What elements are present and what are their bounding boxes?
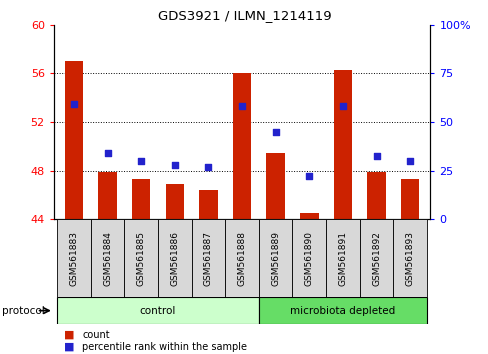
Point: [137, 158, 145, 164]
Bar: [191, 219, 225, 297]
Text: percentile rank within the sample: percentile rank within the sample: [82, 342, 246, 352]
Bar: [266, 153, 285, 219]
Bar: [300, 213, 318, 219]
Text: GSM561892: GSM561892: [371, 231, 380, 286]
Text: GSM561885: GSM561885: [137, 231, 145, 286]
Bar: [98, 172, 117, 219]
Text: GSM561888: GSM561888: [237, 231, 246, 286]
Bar: [165, 184, 183, 219]
Text: GSM561889: GSM561889: [271, 231, 280, 286]
Text: GSM561883: GSM561883: [69, 231, 78, 286]
Bar: [258, 219, 292, 297]
Bar: [292, 219, 325, 297]
Text: microbiota depleted: microbiota depleted: [290, 306, 395, 316]
Text: ■: ■: [63, 342, 74, 352]
Bar: [333, 70, 351, 219]
Bar: [124, 219, 158, 297]
Bar: [325, 219, 359, 297]
Text: ■: ■: [63, 330, 74, 339]
Bar: [57, 219, 91, 297]
Bar: [225, 219, 258, 297]
Point: [171, 162, 179, 167]
Text: GSM561890: GSM561890: [304, 231, 313, 286]
Text: GSM561887: GSM561887: [203, 231, 212, 286]
Bar: [258, 297, 426, 324]
Point: [372, 153, 380, 159]
Point: [406, 158, 413, 164]
Bar: [359, 219, 392, 297]
Bar: [392, 219, 426, 297]
Point: [271, 129, 279, 135]
Point: [70, 101, 78, 107]
Bar: [57, 297, 258, 324]
Text: GSM561886: GSM561886: [170, 231, 179, 286]
Text: GDS3921 / ILMN_1214119: GDS3921 / ILMN_1214119: [157, 9, 331, 22]
Bar: [132, 179, 150, 219]
Bar: [232, 74, 251, 219]
Bar: [366, 172, 385, 219]
Bar: [91, 219, 124, 297]
Bar: [64, 61, 83, 219]
Text: GSM561893: GSM561893: [405, 231, 414, 286]
Point: [338, 103, 346, 109]
Point: [305, 173, 312, 178]
Point: [103, 150, 111, 155]
Text: protocol: protocol: [2, 306, 45, 316]
Bar: [199, 190, 217, 219]
Point: [238, 103, 245, 109]
Text: GSM561884: GSM561884: [103, 231, 112, 286]
Point: [204, 164, 212, 170]
Bar: [158, 219, 191, 297]
Text: GSM561891: GSM561891: [338, 231, 346, 286]
Text: count: count: [82, 330, 109, 339]
Bar: [400, 179, 419, 219]
Text: control: control: [140, 306, 176, 316]
